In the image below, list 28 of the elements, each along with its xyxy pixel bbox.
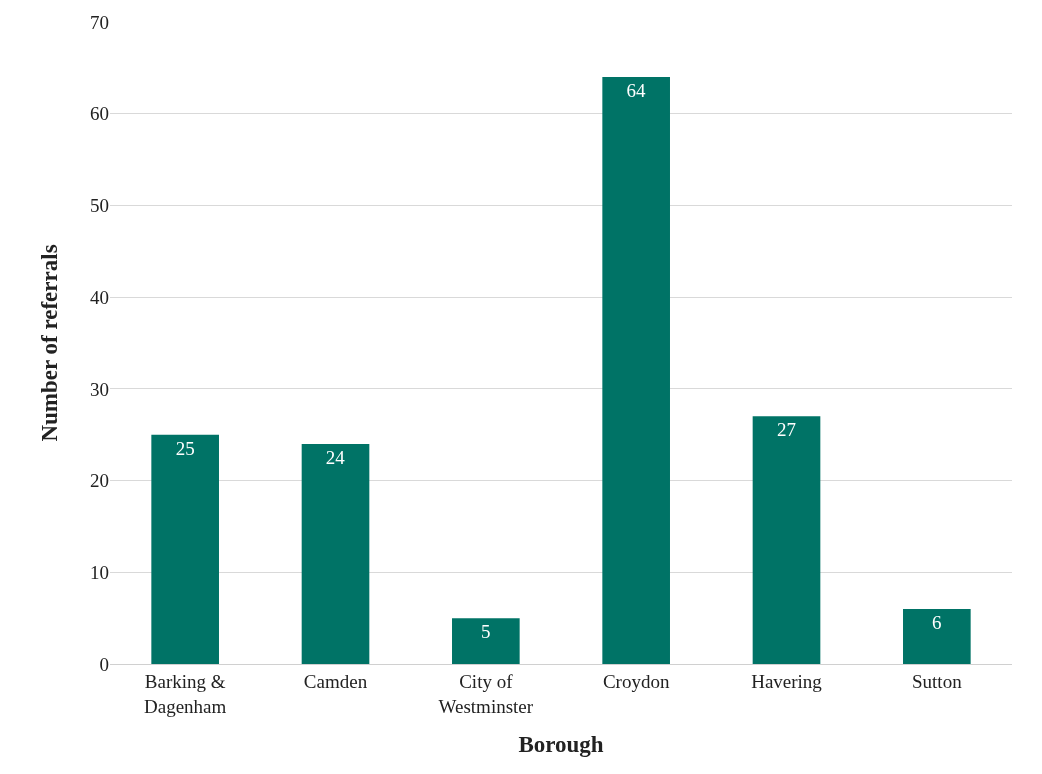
data-label: 5 <box>481 621 491 643</box>
y-tick-label: 70 <box>90 11 109 33</box>
x-tick-label: Barking & Dagenham <box>144 670 227 717</box>
data-label: 6 <box>932 611 942 633</box>
x-tick-label: City of Westminster <box>438 670 534 717</box>
x-tick-label: Sutton <box>912 670 963 692</box>
y-tick-label: 60 <box>90 103 109 125</box>
bar <box>602 77 670 664</box>
bar <box>752 416 821 664</box>
y-tick-label: 10 <box>90 561 109 583</box>
y-tick-label: 40 <box>90 286 109 308</box>
bar <box>301 443 370 664</box>
y-tick-label: 0 <box>99 653 109 675</box>
x-tick-label: Croydon <box>602 670 670 692</box>
bar <box>903 608 971 664</box>
x-tick-label: Camden <box>303 670 368 692</box>
y-tick-label: 50 <box>90 195 109 217</box>
y-tick-label: 20 <box>90 470 109 492</box>
bar <box>151 434 219 664</box>
y-tick-label: 30 <box>90 378 109 400</box>
data-label: 64 <box>626 80 646 102</box>
x-axis-title: Borough <box>518 732 604 758</box>
bar <box>452 618 520 664</box>
data-label: 25 <box>175 437 195 459</box>
x-tick-label: Havering <box>751 670 823 692</box>
data-label: 24 <box>325 446 346 468</box>
y-axis-title: Number of referrals <box>37 244 63 442</box>
data-label: 27 <box>777 419 796 441</box>
